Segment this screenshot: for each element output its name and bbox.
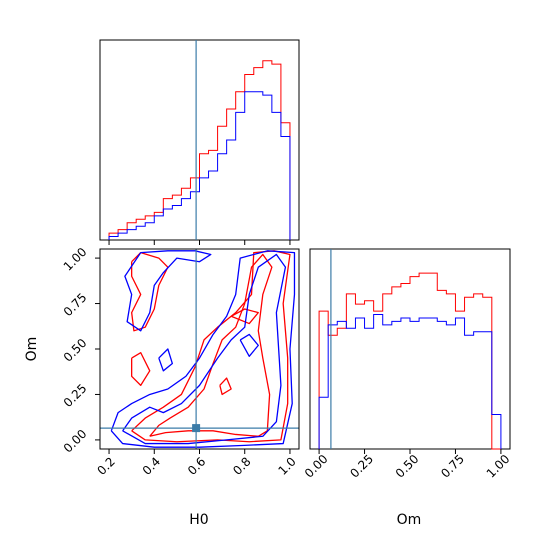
contour-red-1 [131,250,291,443]
contour-red-2 [131,251,169,332]
om-hist-xtick-label-3: 0.75 [438,452,467,481]
contour-red-0 [149,253,273,437]
y-axis-label-om: Om [24,337,40,362]
contour-frame [99,248,300,450]
contour-ytick-label-0: 0.00 [61,427,90,456]
contour-xtick-label-4: 1.0 [275,454,298,477]
x-axis-label-h0: H0 [189,512,208,528]
contour-blue-2 [124,250,212,332]
contour-blue-0 [122,253,287,445]
contour-ytick-label-4: 1.00 [61,245,90,274]
contour-lines [110,250,296,448]
om-hist-series-blue [318,314,502,449]
contour-blue-1 [110,250,296,448]
om-hist-series-red [318,272,501,450]
om-histogram-panel: 0.00 0.25 0.50 0.75 1.00 [302,248,513,481]
x-axis-label-om: Om [397,512,422,528]
h0-hist-frame [99,39,300,241]
contour-red-5 [219,377,232,396]
contour-truth-marker [192,424,201,433]
contour-blue-3 [239,333,259,357]
h0-hist-series-blue [108,91,291,240]
contour-xtick-label-0: 0.2 [95,454,118,477]
h0-hist-series-red [108,60,291,240]
contour-xtick-label-3: 0.8 [230,454,253,477]
contour-xtick-label-1: 0.4 [140,454,163,477]
om-hist-xtick-label-2: 0.50 [393,452,422,481]
contour-ytick-label-1: 0.25 [61,381,90,410]
contour-ytick-label-3: 0.75 [61,290,90,319]
contour-blue-4 [158,348,174,372]
contour-red-4 [230,308,259,325]
contour-red-3 [131,351,151,387]
om-hist-xtick-label-4: 1.00 [484,452,513,481]
h0-om-contour-panel: 0.2 0.4 0.6 0.8 1.0 0.00 0.25 0.50 0.75 1.00 [61,245,300,478]
contour-ytick-label-2: 0.50 [61,336,90,365]
h0-histogram-panel [99,39,300,245]
om-hist-xtick-label-0: 0.00 [302,452,331,481]
om-hist-xtick-label-1: 0.25 [347,452,376,481]
contour-xtick-label-2: 0.6 [185,454,208,477]
